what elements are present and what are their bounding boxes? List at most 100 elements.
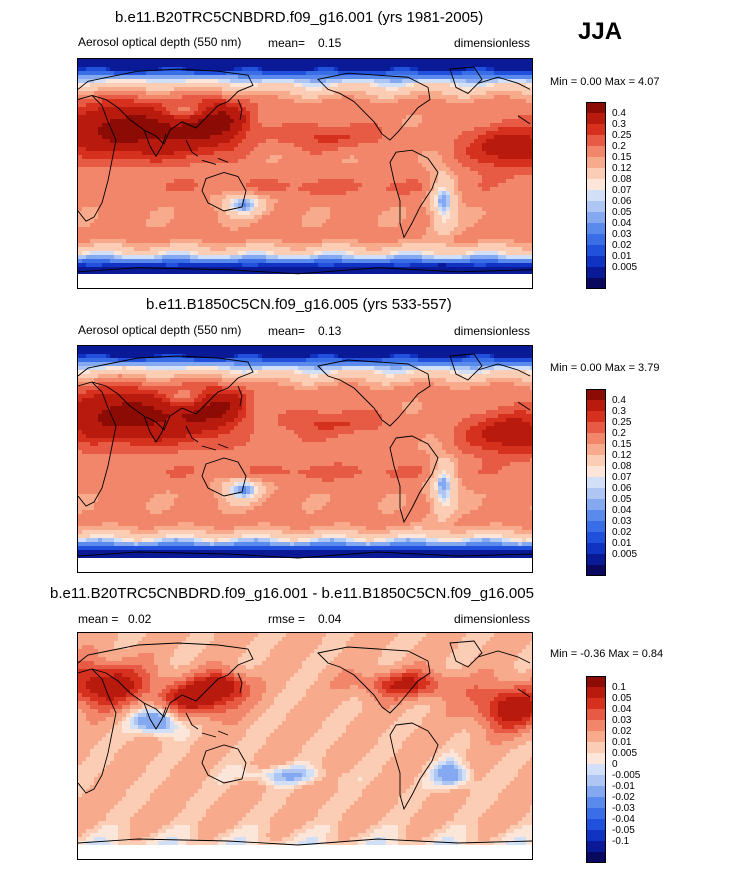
season-label: JJA — [578, 18, 623, 45]
colorbar-swatch — [586, 267, 606, 278]
colorbar-swatch — [586, 687, 606, 698]
coastline — [317, 359, 431, 427]
colorbar-level-label: 0.02 — [612, 526, 632, 538]
colorbar-level-label: 0.15 — [612, 151, 632, 163]
colorbar-level-label: -0.04 — [612, 813, 635, 825]
colorbar-swatch — [586, 742, 606, 753]
colorbar-swatch — [586, 499, 606, 510]
colorbar-level-label: 0.01 — [612, 250, 632, 262]
colorbar-level-label: 0.05 — [612, 493, 632, 505]
colorbar-swatch — [586, 433, 606, 444]
colorbar-level-label: -0.05 — [612, 824, 635, 836]
colorbar-swatch — [586, 389, 606, 400]
colorbar-level-label: 0.4 — [612, 107, 626, 119]
colorbar-level-label: 0.005 — [612, 548, 638, 560]
colorbar-level-label: 0.1 — [612, 681, 626, 693]
colorbar-level-label: 0.25 — [612, 129, 632, 141]
colorbar-swatch — [586, 102, 606, 113]
panel3-minmax: Min = -0.36 Max = 0.84 — [550, 648, 664, 660]
colorbar-swatch — [586, 157, 606, 168]
colorbar-swatch — [586, 212, 606, 223]
coastline — [78, 381, 117, 507]
colorbar-level-label: 0.03 — [612, 228, 632, 240]
colorbar-level-label: 0.12 — [612, 449, 632, 461]
colorbar-swatch — [586, 786, 606, 797]
panel1-minmax: Min = 0.00 Max = 4.07 — [550, 76, 660, 88]
colorbar-swatch — [586, 698, 606, 709]
colorbar-level-label: 0 — [612, 758, 618, 770]
coastline — [78, 94, 117, 222]
colorbar-level-label: 0.07 — [612, 471, 632, 483]
colorbar-level-label: 0.04 — [612, 217, 632, 229]
panel1-title: b.e11.B20TRC5CNBDRD.f09_g16.001 (yrs 198… — [115, 9, 484, 26]
colorbar-swatch — [586, 135, 606, 146]
panel3-mean-value: 0.02 — [128, 612, 152, 626]
coastline — [449, 640, 483, 668]
colorbar-swatch — [586, 245, 606, 256]
colorbar-level-label: 0.3 — [612, 405, 626, 417]
colorbar-swatch — [586, 764, 606, 775]
colorbar-swatch — [586, 565, 606, 576]
colorbar-swatch — [586, 256, 606, 267]
coastline — [237, 385, 243, 407]
colorbar-level-label: 0.04 — [612, 504, 632, 516]
coastline — [389, 149, 439, 239]
colorbar-level-label: 0.03 — [612, 714, 632, 726]
colorbar-swatch — [586, 278, 606, 289]
panel3-mean-label: mean = — [78, 612, 119, 626]
coastline — [317, 646, 431, 714]
panel3-rmse-label: rmse = — [268, 612, 306, 626]
colorbar-swatch — [586, 830, 606, 841]
colorbar-swatch — [586, 819, 606, 830]
colorbar-level-label: 0.02 — [612, 725, 632, 737]
colorbar-level-label: -0.03 — [612, 802, 635, 814]
colorbar-swatch — [586, 201, 606, 212]
colorbar-level-label: 0.07 — [612, 184, 632, 196]
coastline — [78, 668, 117, 794]
panel3-rmse-value: 0.04 — [318, 612, 342, 626]
colorbar-level-label: 0.2 — [612, 427, 626, 439]
coastline — [389, 435, 439, 524]
colorbar-swatch — [586, 190, 606, 201]
colorbar-swatch — [586, 543, 606, 554]
coastline — [517, 115, 531, 125]
colorbar-swatch — [586, 808, 606, 819]
coastline — [185, 712, 229, 738]
colorbar-level-label: 0.01 — [612, 537, 632, 549]
coastline — [237, 672, 243, 694]
coastline — [143, 415, 167, 443]
panel1-map — [77, 58, 533, 289]
colorbar-frame — [586, 389, 606, 576]
panel1-mean-value: 0.15 — [318, 36, 342, 50]
colorbar-swatch — [586, 521, 606, 532]
colorbar-level-label: -0.1 — [612, 835, 630, 847]
colorbar-swatch — [586, 841, 606, 852]
colorbar-swatch — [586, 731, 606, 742]
coastline — [449, 353, 483, 381]
colorbar-swatch — [586, 466, 606, 477]
coastline — [78, 642, 254, 718]
coastline — [143, 129, 167, 158]
coastline — [78, 267, 532, 275]
colorbar-swatch — [586, 775, 606, 786]
coastline — [317, 72, 431, 141]
panel2-minmax: Min = 0.00 Max = 3.79 — [550, 362, 660, 374]
colorbar-swatch — [586, 455, 606, 466]
colorbar-swatch — [586, 488, 606, 499]
coastline — [201, 457, 247, 497]
colorbar-level-label: 0.12 — [612, 162, 632, 174]
panel3-title: b.e11.B20TRC5CNBDRD.f09_g16.001 - b.e11.… — [50, 585, 534, 602]
panel2-map — [77, 345, 533, 573]
panel3-units: dimensionless — [454, 612, 531, 626]
colorbar-level-label: 0.3 — [612, 118, 626, 130]
colorbar-swatch — [586, 223, 606, 234]
panel2-units: dimensionless — [454, 324, 531, 338]
colorbar-level-label: 0.005 — [612, 747, 638, 759]
coastline — [517, 688, 531, 698]
panel3-colorbar: 0.1 0.05 0.04 0.03 0.02 0.01 0.005 0 -0.005 -0.01… — [586, 676, 646, 863]
coastline — [449, 66, 483, 95]
colorbar-swatch — [586, 797, 606, 808]
colorbar-swatch — [586, 411, 606, 422]
colorbar-swatch — [586, 532, 606, 543]
panel1-units: dimensionless — [454, 36, 531, 50]
